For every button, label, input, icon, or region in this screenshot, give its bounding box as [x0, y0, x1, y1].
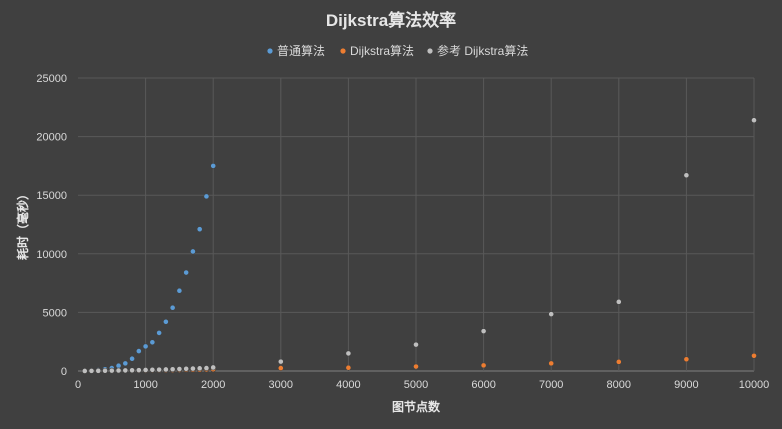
- x-tick-label: 1000: [133, 379, 157, 391]
- x-tick-label: 7000: [539, 379, 563, 391]
- legend-marker: [267, 48, 273, 54]
- data-point: [480, 328, 487, 335]
- x-tick-label: 0: [75, 379, 81, 391]
- data-point: [751, 117, 757, 124]
- data-point: [156, 330, 163, 336]
- x-axis-ticks: 0 1000 2000 3000 4000 5000 6000 7000 8000 9000 100…: [75, 379, 769, 391]
- data-point: [88, 367, 95, 374]
- y-tick-label: 25000: [36, 73, 67, 85]
- data-point: [196, 226, 203, 233]
- data-point: [108, 367, 115, 374]
- data-point: [142, 367, 149, 373]
- data-point: [548, 311, 555, 318]
- y-tick-label: 20000: [36, 132, 67, 144]
- data-point: [751, 352, 757, 359]
- data-point: [480, 362, 487, 369]
- y-tick-label: 15000: [36, 190, 67, 202]
- gridlines: [78, 77, 755, 372]
- legend-label: 普通算法: [277, 43, 325, 58]
- data-point: [277, 358, 284, 365]
- data-point: [345, 350, 352, 357]
- data-point: [81, 368, 88, 374]
- data-point: [129, 367, 135, 374]
- x-tick-label: 9000: [674, 379, 698, 391]
- legend-item: 普通算法: [267, 43, 325, 58]
- data-point: [142, 343, 149, 350]
- series-2: [81, 117, 757, 374]
- data-point: [95, 367, 102, 374]
- legend-item: Dijkstra算法: [340, 43, 414, 58]
- x-tick-label: 8000: [607, 379, 631, 391]
- y-axis-ticks: 0 5000 10000 15000 20000 25000: [36, 73, 67, 378]
- x-tick-label: 4000: [336, 379, 360, 391]
- x-tick-label: 5000: [404, 379, 428, 391]
- y-tick-label: 10000: [36, 249, 67, 261]
- data-point: [162, 366, 169, 373]
- data-point: [183, 365, 190, 372]
- x-tick-label: 2000: [201, 379, 225, 391]
- data-point: [413, 363, 419, 370]
- data-point: [683, 356, 690, 363]
- chart-title: Dijkstra算法效率: [326, 10, 456, 30]
- data-point: [115, 362, 122, 369]
- data-point: [203, 365, 210, 371]
- y-tick-label: 0: [61, 366, 67, 378]
- data-point: [135, 348, 142, 354]
- data-point: [122, 367, 129, 374]
- legend-marker: [427, 48, 433, 54]
- data-point: [102, 367, 108, 374]
- data-point: [176, 287, 183, 294]
- data-point: [162, 318, 169, 325]
- legend-item: 参考 Dijkstra算法: [427, 43, 528, 58]
- data-point: [129, 355, 135, 362]
- data-point: [345, 364, 352, 371]
- data-point: [149, 339, 156, 346]
- data-point: [203, 193, 210, 200]
- data-point: [196, 365, 203, 372]
- data-point: [190, 248, 196, 255]
- data-points: [81, 117, 757, 374]
- y-axis-title: 耗时（毫秒）: [15, 188, 30, 260]
- data-point: [122, 360, 129, 367]
- data-point: [210, 364, 217, 371]
- legend-label: Dijkstra算法: [350, 43, 414, 58]
- data-point: [277, 365, 284, 371]
- x-tick-label: 10000: [739, 379, 770, 391]
- data-point: [548, 360, 555, 367]
- x-axis-title: 图节点数: [392, 399, 441, 414]
- x-tick-label: 6000: [471, 379, 495, 391]
- legend: 普通算法 Dijkstra算法 参考 Dijkstra算法: [267, 43, 528, 58]
- data-point: [135, 367, 142, 374]
- data-point: [683, 172, 690, 179]
- y-tick-label: 5000: [43, 307, 67, 319]
- data-point: [190, 365, 196, 372]
- x-tick-label: 3000: [269, 379, 293, 391]
- data-point: [413, 341, 419, 348]
- legend-marker: [340, 48, 346, 54]
- legend-label: 参考 Dijkstra算法: [437, 43, 528, 58]
- data-point: [183, 269, 190, 276]
- data-point: [615, 298, 622, 305]
- data-point: [176, 366, 183, 372]
- data-point: [169, 366, 176, 373]
- data-point: [615, 358, 622, 365]
- data-point: [115, 367, 122, 374]
- data-point: [210, 162, 217, 169]
- data-point: [149, 366, 156, 373]
- data-point: [169, 304, 176, 311]
- data-point: [156, 366, 163, 373]
